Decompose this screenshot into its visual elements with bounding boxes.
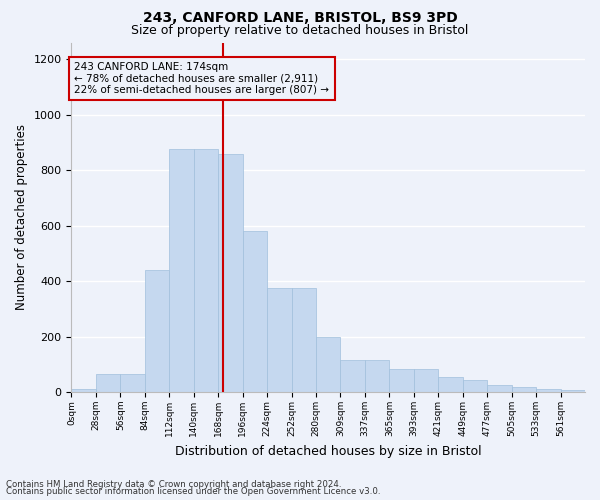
Bar <box>218 154 242 392</box>
Text: 243, CANFORD LANE, BRISTOL, BS9 3PD: 243, CANFORD LANE, BRISTOL, BS9 3PD <box>143 12 457 26</box>
Bar <box>316 336 340 392</box>
Text: Contains HM Land Registry data © Crown copyright and database right 2024.: Contains HM Land Registry data © Crown c… <box>6 480 341 489</box>
Bar <box>267 288 292 392</box>
Bar <box>389 368 414 392</box>
Bar <box>438 377 463 392</box>
Bar <box>560 390 585 392</box>
Bar <box>414 368 438 392</box>
X-axis label: Distribution of detached houses by size in Bristol: Distribution of detached houses by size … <box>175 444 482 458</box>
Bar <box>536 390 560 392</box>
Bar <box>242 231 267 392</box>
Bar <box>121 374 145 392</box>
Bar <box>487 385 512 392</box>
Bar <box>340 360 365 392</box>
Bar <box>169 150 194 392</box>
Bar <box>145 270 169 392</box>
Bar <box>512 388 536 392</box>
Y-axis label: Number of detached properties: Number of detached properties <box>15 124 28 310</box>
Bar <box>292 288 316 392</box>
Bar <box>194 150 218 392</box>
Bar <box>96 374 121 392</box>
Text: Contains public sector information licensed under the Open Government Licence v3: Contains public sector information licen… <box>6 487 380 496</box>
Text: 243 CANFORD LANE: 174sqm
← 78% of detached houses are smaller (2,911)
22% of sem: 243 CANFORD LANE: 174sqm ← 78% of detach… <box>74 62 329 95</box>
Bar <box>71 389 96 392</box>
Text: Size of property relative to detached houses in Bristol: Size of property relative to detached ho… <box>131 24 469 37</box>
Bar <box>463 380 487 392</box>
Bar <box>365 360 389 392</box>
